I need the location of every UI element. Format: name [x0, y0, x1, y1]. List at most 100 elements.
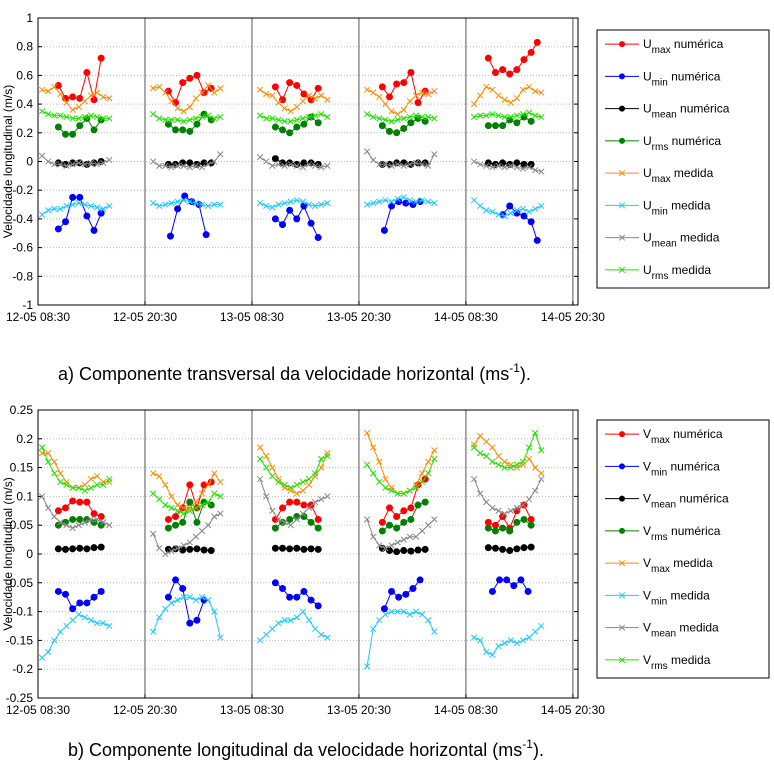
- data-point: [407, 69, 415, 77]
- legend-item-rms_med: Urms medida: [605, 263, 711, 282]
- data-point: [376, 458, 383, 465]
- data-point: [63, 202, 70, 210]
- data-point: [162, 605, 169, 612]
- data-point: [491, 69, 499, 77]
- legend-item-max_num: Umax numérica: [605, 37, 724, 56]
- data-point: [495, 507, 502, 514]
- data-point: [106, 202, 113, 210]
- y-tick-label: 0.25: [10, 403, 34, 417]
- data-point: [489, 444, 496, 451]
- y-tick-label: 0: [26, 155, 33, 169]
- data-point: [506, 70, 514, 78]
- data-point: [204, 499, 212, 506]
- data-point: [299, 478, 307, 486]
- data-point: [519, 86, 527, 93]
- legend: Vmax numérica Vmin numérica Vmean numérica…: [596, 419, 770, 679]
- data-point: [501, 113, 508, 121]
- data-point: [286, 498, 294, 506]
- data-point: [314, 515, 322, 523]
- data-point: [470, 113, 478, 121]
- data-point: [263, 452, 270, 460]
- data-point: [192, 162, 200, 169]
- data-point: [418, 470, 426, 477]
- data-point: [281, 162, 288, 169]
- y-tick-label: -1: [22, 298, 33, 312]
- data-point: [174, 105, 181, 112]
- data-point: [179, 546, 187, 554]
- data-point: [370, 156, 377, 164]
- data-point: [406, 197, 414, 204]
- data-point: [271, 544, 279, 552]
- data-point: [100, 619, 107, 627]
- data-point: [87, 484, 95, 491]
- data-point: [513, 119, 521, 127]
- legend-label: Vmin numérica: [643, 459, 720, 478]
- data-point: [149, 490, 157, 497]
- legend-label: Umean numérica: [643, 102, 730, 121]
- data-point: [425, 470, 432, 477]
- data-point: [186, 159, 194, 167]
- data-point: [406, 161, 414, 168]
- data-point: [156, 202, 163, 210]
- x-tick-label: 14-05 20:30: [541, 703, 605, 717]
- x-tick-label: 13-05 20:30: [327, 703, 391, 717]
- data-point: [186, 507, 193, 514]
- data-point: [51, 112, 58, 119]
- data-point: [211, 490, 218, 497]
- data-point: [311, 470, 319, 477]
- y-tick-label: 0.2: [16, 432, 33, 446]
- legend-item-min_num: Vmin numérica: [605, 459, 720, 478]
- data-point: [400, 608, 407, 615]
- data-point: [100, 478, 107, 486]
- data-point: [489, 86, 496, 93]
- data-point: [418, 161, 426, 168]
- data-point: [275, 161, 282, 168]
- data-point: [287, 617, 294, 624]
- series-rms_med: [38, 108, 545, 125]
- data-point: [388, 198, 395, 205]
- data-point: [414, 99, 422, 107]
- data-point: [193, 545, 201, 553]
- data-point: [57, 161, 64, 168]
- data-point: [499, 524, 507, 532]
- data-point: [204, 202, 212, 210]
- data-point: [324, 452, 331, 460]
- y-tick-label: -0.8: [12, 269, 33, 283]
- data-point: [186, 116, 193, 124]
- data-point: [54, 587, 62, 595]
- data-point: [45, 207, 52, 214]
- data-point: [62, 545, 70, 553]
- data-point: [495, 112, 502, 119]
- data-point: [180, 108, 187, 115]
- data-point: [532, 112, 539, 119]
- data-point: [186, 103, 193, 111]
- data-point: [275, 475, 282, 483]
- data-point: [156, 83, 163, 91]
- data-point: [93, 516, 101, 523]
- data-point: [324, 450, 331, 457]
- data-point: [517, 576, 525, 584]
- data-point: [69, 115, 76, 122]
- series-line: [41, 613, 110, 659]
- data-point: [106, 475, 113, 483]
- legend-marker: [619, 137, 625, 144]
- data-point: [307, 518, 315, 526]
- data-point: [477, 637, 484, 644]
- data-point: [57, 478, 64, 486]
- data-point: [271, 215, 279, 223]
- data-point: [81, 113, 89, 121]
- data-point: [470, 100, 478, 108]
- data-point: [256, 154, 264, 161]
- data-point: [299, 98, 307, 105]
- data-point: [69, 524, 76, 532]
- data-point: [211, 513, 218, 520]
- data-point: [501, 464, 508, 471]
- data-point: [281, 118, 288, 125]
- data-point: [211, 470, 218, 477]
- x-tick-label: 14-05 20:30: [541, 310, 605, 324]
- data-point: [491, 527, 499, 535]
- data-point: [489, 504, 496, 512]
- data-point: [287, 198, 294, 205]
- data-point: [510, 582, 518, 590]
- data-point: [388, 162, 395, 169]
